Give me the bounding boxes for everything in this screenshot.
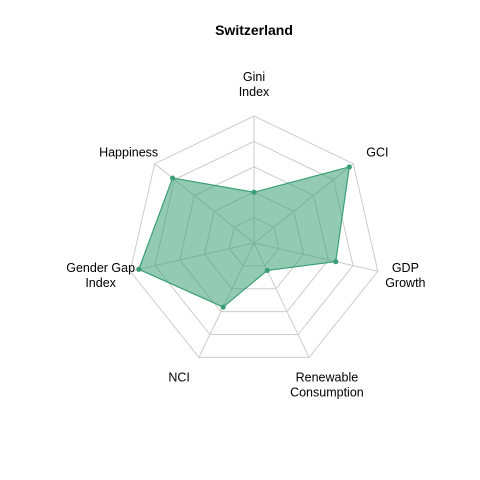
axis-label-line: Gender Gap — [66, 261, 135, 275]
axis-label-line: Growth — [385, 276, 425, 290]
axis-label-line: Consumption — [290, 386, 364, 400]
data-point — [220, 304, 226, 310]
axis-label-line: Happiness — [99, 146, 158, 160]
axis-label-line: Index — [239, 85, 270, 99]
axis-label-line: Index — [85, 276, 116, 290]
data-point — [136, 266, 142, 272]
grid-ring-5 — [129, 115, 379, 358]
chart-title: Switzerland — [215, 22, 293, 38]
data-point — [333, 259, 339, 265]
axis-label: Happiness — [99, 146, 158, 160]
axis-label-line: GCI — [366, 146, 388, 160]
axis-label: Gender Gap Index — [66, 261, 135, 290]
axis-label-line: GDP — [392, 261, 419, 275]
axis-label-line: Renewable — [296, 371, 359, 385]
data-point — [251, 189, 257, 195]
axis-label: Renewable Consumption — [290, 371, 364, 400]
axis-label: GDP Growth — [385, 261, 425, 290]
axis-label: NCI — [168, 371, 190, 385]
axis-label-line: NCI — [168, 371, 190, 385]
axis-label: GCI — [366, 146, 388, 160]
radar-series — [136, 164, 352, 310]
axis-label-line: Gini — [243, 70, 265, 84]
data-point — [169, 175, 176, 181]
data-point — [346, 164, 352, 170]
series-area — [138, 166, 351, 308]
data-point — [264, 267, 270, 274]
axis-label: Gini Index — [239, 70, 270, 99]
